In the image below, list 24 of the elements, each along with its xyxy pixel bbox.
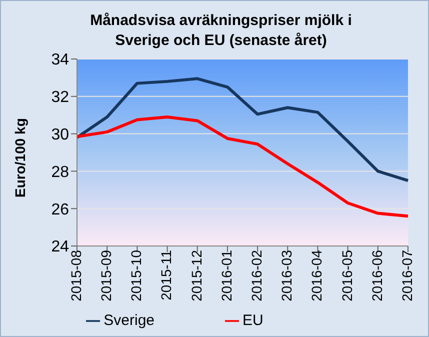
- legend-label: EU: [242, 312, 264, 329]
- x-tick-label: 2015-12: [188, 250, 204, 302]
- y-tick-label: 34: [51, 52, 70, 69]
- chart-title: Månadsvisa avräkningspriser mjölk i Sverige och EU (senaste året): [89, 11, 353, 51]
- x-tick-label: 2016-05: [338, 250, 355, 302]
- y-axis-title: Euro/100 kg: [12, 118, 28, 198]
- x-tick-label: 2016-01: [218, 250, 234, 302]
- x-tick-label: 2016-06: [368, 250, 385, 302]
- legend-label: Sverige: [104, 312, 154, 329]
- y-tick-label: 32: [51, 89, 70, 106]
- x-tick-label: 2015-08: [68, 250, 84, 302]
- y-tick-label: 26: [51, 201, 70, 218]
- x-tick-label: 2016-04: [308, 250, 325, 302]
- x-tick-label: 2016-07: [398, 250, 415, 302]
- x-tick-label: 2015-09: [98, 250, 114, 302]
- y-tick-label: 24: [51, 238, 70, 256]
- x-tick-label: 2016-03: [278, 250, 295, 302]
- line-series: [76, 77, 410, 182]
- y-tick-label: 28: [51, 164, 70, 181]
- line-series: [76, 115, 410, 218]
- x-tick-label: 2016-02: [248, 250, 264, 302]
- y-tick-label: 30: [51, 126, 70, 144]
- x-tick-label: 2015-11: [158, 250, 174, 300]
- x-tick-label: 2015-10: [128, 250, 144, 302]
